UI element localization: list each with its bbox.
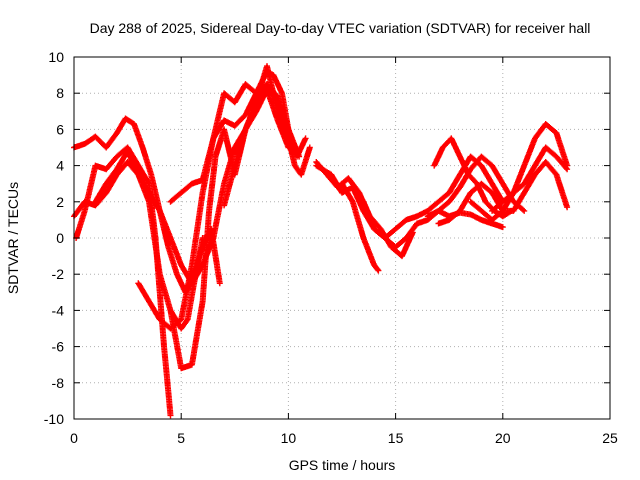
series-markers [489,144,571,214]
axis-ticks: 0 5 10 15 20 25 -10 -8 -6 -4 -2 0 2 4 6 8 10 [44,49,618,446]
series-markers [221,63,313,209]
y-tick-label: -6 [52,339,65,355]
series-markers [339,180,382,274]
grid [74,57,610,419]
series-sat-q [489,144,571,214]
data-series [71,63,571,419]
y-tick-label: 10 [48,49,64,65]
series-sat-h [221,63,313,209]
y-tick-label: -10 [44,411,64,427]
x-tick-label: 20 [495,430,511,446]
series-sat-k [339,180,382,274]
y-tick-label: -2 [52,266,65,282]
y-tick-label: -4 [52,302,65,318]
x-tick-label: 15 [388,430,404,446]
series-markers [73,144,174,419]
x-tick-label: 0 [70,430,78,446]
y-tick-label: 8 [56,85,64,101]
x-tick-label: 25 [602,430,618,446]
x-tick-label: 5 [177,430,185,446]
y-tick-label: 2 [56,194,64,210]
y-tick-label: 0 [56,230,64,246]
chart-title: Day 288 of 2025, Sidereal Day-to-day VTE… [90,20,591,36]
y-tick-label: 4 [56,158,64,174]
series-sat-c [73,144,174,419]
x-tick-label: 10 [281,430,297,446]
y-tick-label: 6 [56,121,64,137]
x-axis-label: GPS time / hours [289,457,396,473]
y-tick-label: -8 [52,375,65,391]
y-axis-label: SDTVAR / TECUs [5,182,21,294]
